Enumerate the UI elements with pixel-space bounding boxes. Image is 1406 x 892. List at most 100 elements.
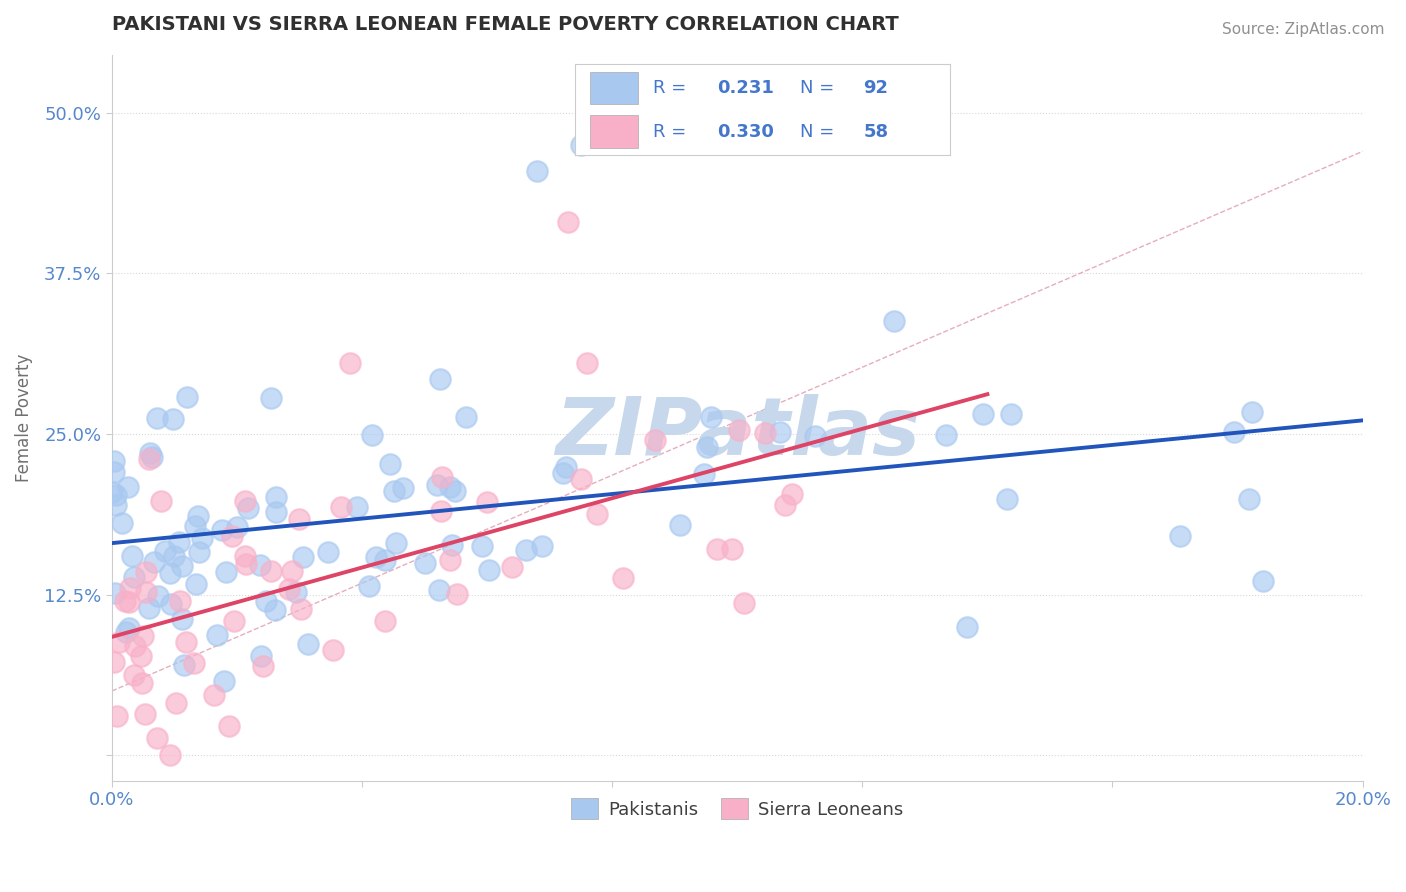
Point	[226, 520, 249, 534]
Point	[316, 545, 339, 559]
Point	[478, 563, 501, 577]
Point	[103, 656, 125, 670]
Point	[122, 570, 145, 584]
Point	[297, 637, 319, 651]
Point	[134, 706, 156, 721]
Point	[378, 457, 401, 471]
Point	[172, 558, 194, 573]
Point	[1251, 574, 1274, 589]
Point	[174, 635, 197, 649]
Point	[139, 446, 162, 460]
Point	[212, 674, 235, 689]
Point	[1237, 492, 1260, 507]
Point	[357, 579, 380, 593]
Text: PAKISTANI VS SIERRA LEONEAN FEMALE POVERTY CORRELATION CHART: PAKISTANI VS SIERRA LEONEAN FEMALE POVER…	[112, 15, 898, 34]
Point	[426, 477, 449, 491]
Point	[145, 411, 167, 425]
Point	[439, 553, 461, 567]
Point	[392, 481, 415, 495]
Point	[553, 467, 575, 481]
Point	[184, 577, 207, 591]
Point	[290, 602, 312, 616]
Point	[972, 407, 994, 421]
Point	[162, 412, 184, 426]
Point	[612, 571, 634, 585]
Point	[104, 499, 127, 513]
Point	[322, 643, 344, 657]
Point	[218, 719, 240, 733]
Point	[446, 587, 468, 601]
Point	[530, 539, 553, 553]
Point	[1240, 405, 1263, 419]
Point	[995, 492, 1018, 507]
Point	[211, 523, 233, 537]
Point	[278, 582, 301, 596]
Point	[114, 593, 136, 607]
Point	[114, 624, 136, 639]
Point	[103, 454, 125, 468]
Point	[439, 480, 461, 494]
Point	[454, 410, 477, 425]
Point	[1000, 407, 1022, 421]
Point	[131, 676, 153, 690]
Point	[501, 560, 523, 574]
Point	[557, 215, 579, 229]
Point	[169, 535, 191, 549]
Point	[176, 390, 198, 404]
Point	[264, 505, 287, 519]
Point	[169, 594, 191, 608]
Point	[432, 470, 454, 484]
Point	[526, 163, 548, 178]
Point	[1223, 425, 1246, 439]
Point	[118, 595, 141, 609]
Point	[249, 648, 271, 663]
Point	[413, 556, 436, 570]
Point	[444, 483, 467, 498]
Point	[330, 500, 353, 515]
Point	[191, 531, 214, 545]
Point	[170, 611, 193, 625]
Point	[339, 356, 361, 370]
Point	[693, 467, 716, 481]
Point	[122, 667, 145, 681]
Point	[754, 426, 776, 441]
Point	[429, 504, 451, 518]
Point	[103, 465, 125, 479]
Point	[215, 565, 238, 579]
Point	[159, 748, 181, 763]
Point	[249, 558, 271, 573]
Point	[429, 372, 451, 386]
Point	[1168, 529, 1191, 543]
Point	[135, 585, 157, 599]
Point	[187, 545, 209, 559]
Point	[101, 484, 124, 499]
Point	[935, 428, 957, 442]
Point	[254, 594, 277, 608]
Point	[173, 657, 195, 672]
Point	[803, 429, 825, 443]
Point	[222, 615, 245, 629]
Point	[260, 391, 283, 405]
Point	[706, 542, 728, 557]
Point	[374, 553, 396, 567]
Point	[146, 589, 169, 603]
Point	[259, 564, 281, 578]
Point	[150, 493, 173, 508]
Point	[135, 565, 157, 579]
Point	[183, 656, 205, 670]
Point	[668, 517, 690, 532]
Point	[700, 410, 723, 425]
Point	[374, 614, 396, 628]
Point	[165, 696, 187, 710]
Point	[291, 550, 314, 565]
Point	[266, 490, 288, 504]
Point	[107, 635, 129, 649]
Point	[471, 539, 494, 553]
Point	[104, 586, 127, 600]
Point	[346, 500, 368, 514]
Point	[117, 480, 139, 494]
Point	[235, 494, 257, 508]
Point	[727, 423, 749, 437]
Point	[515, 542, 537, 557]
Point	[733, 596, 755, 610]
